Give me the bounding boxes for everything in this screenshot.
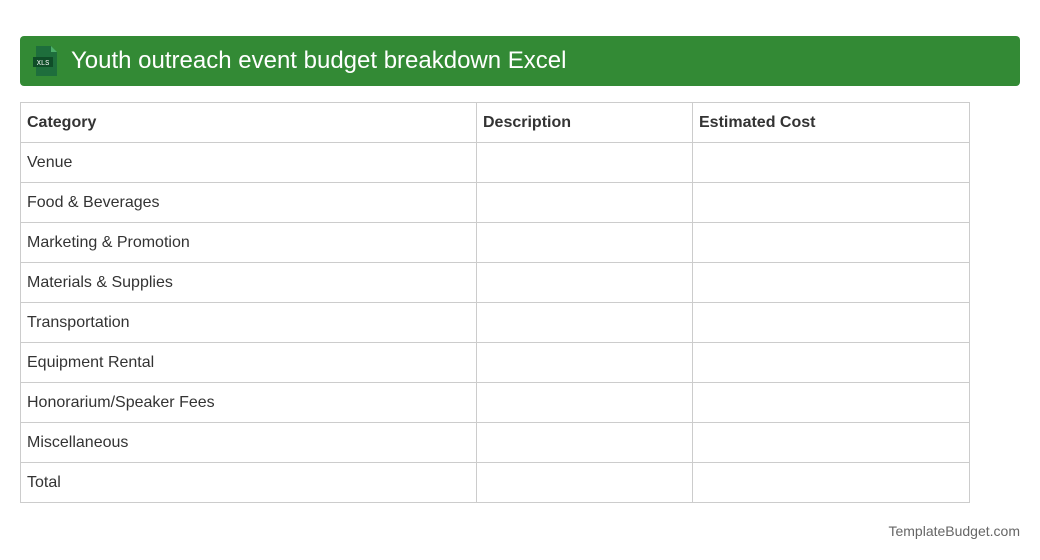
table-row: Total: [20, 462, 970, 503]
table-cell: Honorarium/Speaker Fees: [20, 382, 477, 423]
table-cell: [692, 182, 970, 223]
column-header: Category: [20, 102, 477, 143]
table-cell: [476, 262, 693, 303]
table-cell: [476, 222, 693, 263]
table-cell: [476, 342, 693, 383]
column-header: Description: [476, 102, 693, 143]
table-row: Miscellaneous: [20, 422, 970, 463]
table-row: Marketing & Promotion: [20, 222, 970, 263]
table-cell: [476, 382, 693, 423]
title-banner: XLS Youth outreach event budget breakdow…: [20, 36, 1020, 86]
table-cell: [692, 422, 970, 463]
table-row: Materials & Supplies: [20, 262, 970, 303]
table-cell: Venue: [20, 142, 477, 183]
table-cell: [692, 462, 970, 503]
table-cell: Marketing & Promotion: [20, 222, 477, 263]
column-header: Estimated Cost: [692, 102, 970, 143]
table-cell: [692, 142, 970, 183]
table-cell: Equipment Rental: [20, 342, 477, 383]
table-row: Equipment Rental: [20, 342, 970, 383]
table-row: Food & Beverages: [20, 182, 970, 223]
footer-brand: TemplateBudget.com: [888, 523, 1020, 539]
table-cell: [476, 182, 693, 223]
budget-table: Category Description Estimated Cost Venu…: [20, 102, 970, 503]
table-cell: [692, 222, 970, 263]
table-cell: [692, 262, 970, 303]
table-cell: Materials & Supplies: [20, 262, 477, 303]
table-cell: [692, 342, 970, 383]
table-cell: [476, 302, 693, 343]
table-row: Transportation: [20, 302, 970, 343]
table-row: Honorarium/Speaker Fees: [20, 382, 970, 423]
page-title: Youth outreach event budget breakdown Ex…: [71, 47, 567, 74]
table-cell: [476, 142, 693, 183]
svg-text:XLS: XLS: [37, 60, 50, 68]
table-header-row: Category Description Estimated Cost: [20, 102, 970, 143]
table-cell: Miscellaneous: [20, 422, 477, 463]
table-cell: [476, 462, 693, 503]
table-cell: [476, 422, 693, 463]
table-cell: [692, 302, 970, 343]
table-cell: Total: [20, 462, 477, 503]
table-cell: Food & Beverages: [20, 182, 477, 223]
table-row: Venue: [20, 142, 970, 183]
xls-file-icon: XLS: [33, 46, 57, 76]
table-cell: [692, 382, 970, 423]
table-cell: Transportation: [20, 302, 477, 343]
